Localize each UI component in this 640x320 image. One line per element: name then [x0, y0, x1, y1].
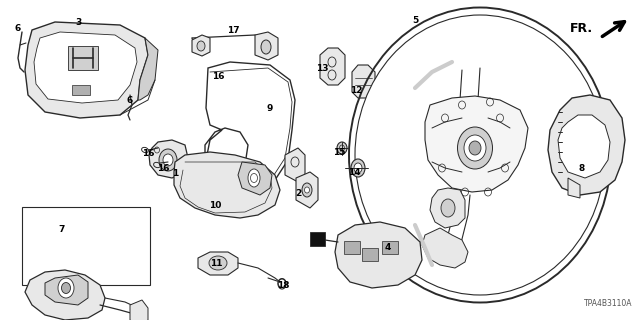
Text: 16: 16	[212, 71, 224, 81]
Polygon shape	[425, 96, 528, 192]
Polygon shape	[45, 275, 88, 305]
Text: 5: 5	[412, 15, 418, 25]
Ellipse shape	[464, 135, 486, 161]
Polygon shape	[382, 241, 398, 254]
Polygon shape	[72, 85, 90, 95]
Polygon shape	[568, 178, 580, 198]
Text: 6: 6	[15, 23, 21, 33]
Polygon shape	[548, 95, 625, 195]
Text: 6: 6	[127, 95, 133, 105]
Polygon shape	[25, 22, 148, 118]
Text: 16: 16	[141, 148, 154, 157]
Ellipse shape	[61, 283, 70, 293]
Text: 3: 3	[75, 18, 81, 27]
Polygon shape	[320, 48, 345, 85]
Text: 9: 9	[267, 103, 273, 113]
Polygon shape	[149, 140, 188, 178]
Text: 15: 15	[333, 148, 345, 156]
Polygon shape	[198, 252, 238, 275]
Text: 16: 16	[157, 164, 169, 172]
Ellipse shape	[163, 154, 173, 166]
Text: FR.: FR.	[570, 21, 593, 35]
Text: 7: 7	[59, 226, 65, 235]
Ellipse shape	[302, 183, 312, 197]
Polygon shape	[285, 148, 305, 182]
Text: 13: 13	[316, 63, 328, 73]
Text: 18: 18	[276, 281, 289, 290]
Ellipse shape	[305, 187, 310, 193]
Ellipse shape	[209, 256, 227, 270]
Ellipse shape	[197, 41, 205, 51]
Polygon shape	[205, 62, 295, 192]
Ellipse shape	[458, 127, 493, 169]
Ellipse shape	[351, 159, 365, 177]
Polygon shape	[34, 32, 137, 103]
Polygon shape	[25, 270, 105, 320]
Polygon shape	[192, 35, 210, 56]
Polygon shape	[422, 228, 468, 268]
Polygon shape	[362, 248, 378, 261]
Text: 10: 10	[209, 201, 221, 210]
Ellipse shape	[441, 199, 455, 217]
Polygon shape	[68, 46, 98, 70]
Text: 8: 8	[579, 164, 585, 172]
Text: TPA4B3110A: TPA4B3110A	[584, 299, 632, 308]
Polygon shape	[174, 152, 280, 218]
Bar	[22, 207, 150, 285]
Text: 2: 2	[295, 188, 301, 197]
Polygon shape	[344, 241, 360, 254]
Polygon shape	[130, 300, 148, 320]
Text: 11: 11	[210, 259, 222, 268]
Ellipse shape	[58, 278, 74, 298]
Polygon shape	[296, 172, 318, 208]
Polygon shape	[558, 115, 610, 178]
Ellipse shape	[248, 169, 260, 187]
Polygon shape	[238, 162, 272, 195]
Text: 17: 17	[227, 26, 239, 35]
Text: 14: 14	[348, 167, 360, 177]
Polygon shape	[430, 188, 465, 228]
Text: 1: 1	[172, 169, 178, 178]
Polygon shape	[138, 38, 158, 100]
Ellipse shape	[261, 40, 271, 54]
Ellipse shape	[337, 142, 347, 154]
Polygon shape	[310, 232, 325, 246]
Text: 4: 4	[385, 243, 391, 252]
Ellipse shape	[159, 149, 177, 171]
Ellipse shape	[469, 141, 481, 155]
Polygon shape	[335, 222, 422, 288]
Polygon shape	[255, 32, 278, 60]
Polygon shape	[352, 65, 375, 98]
Text: 12: 12	[349, 85, 362, 94]
Ellipse shape	[354, 163, 362, 173]
Ellipse shape	[355, 15, 605, 295]
